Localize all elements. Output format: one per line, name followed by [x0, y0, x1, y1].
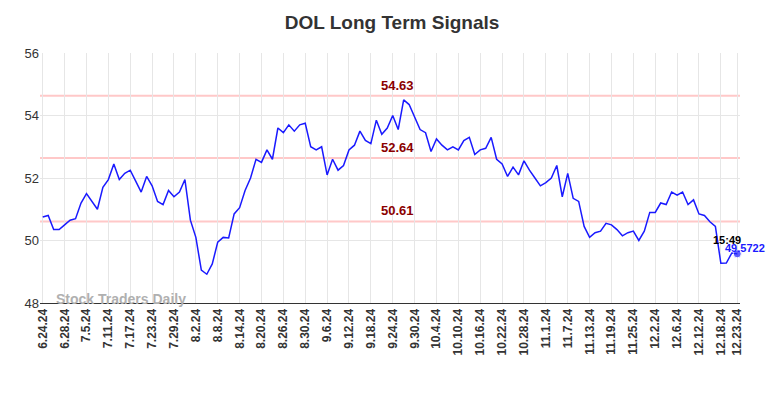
- svg-text:11.1.24: 11.1.24: [539, 308, 553, 348]
- svg-text:11.19.24: 11.19.24: [604, 308, 618, 354]
- svg-text:56: 56: [25, 46, 39, 61]
- svg-text:10.22.24: 10.22.24: [495, 308, 509, 355]
- svg-text:50: 50: [25, 233, 39, 248]
- svg-text:8.8.24: 8.8.24: [211, 308, 225, 342]
- svg-text:7.11.24: 7.11.24: [101, 308, 115, 348]
- svg-text:9.18.24: 9.18.24: [364, 308, 378, 348]
- svg-text:Stock Traders Daily: Stock Traders Daily: [56, 291, 186, 307]
- svg-text:52.64: 52.64: [381, 140, 414, 155]
- svg-text:52: 52: [25, 171, 39, 186]
- svg-text:48: 48: [25, 296, 39, 311]
- svg-text:DOL Long Term Signals: DOL Long Term Signals: [285, 12, 500, 33]
- svg-text:50.61: 50.61: [381, 203, 414, 218]
- svg-text:54.63: 54.63: [381, 78, 414, 93]
- svg-text:10.28.24: 10.28.24: [517, 308, 531, 355]
- svg-text:8.26.24: 8.26.24: [276, 308, 290, 348]
- svg-text:6.28.24: 6.28.24: [58, 308, 72, 348]
- svg-text:7.23.24: 7.23.24: [145, 308, 159, 348]
- svg-text:10.4.24: 10.4.24: [429, 308, 443, 348]
- svg-text:12.18.24: 12.18.24: [714, 308, 728, 355]
- svg-text:12.6.24: 12.6.24: [670, 308, 684, 348]
- svg-text:6.24.24: 6.24.24: [36, 308, 50, 348]
- svg-text:15:49: 15:49: [713, 234, 741, 246]
- svg-text:54: 54: [25, 108, 39, 123]
- svg-text:12.2.24: 12.2.24: [648, 308, 662, 348]
- svg-text:10.10.24: 10.10.24: [451, 308, 465, 355]
- svg-text:10.16.24: 10.16.24: [473, 308, 487, 355]
- svg-text:7.5.24: 7.5.24: [79, 308, 93, 342]
- svg-text:11.7.24: 11.7.24: [561, 308, 575, 348]
- svg-text:12.12.24: 12.12.24: [692, 308, 706, 355]
- svg-text:9.24.24: 9.24.24: [386, 308, 400, 348]
- svg-text:9.12.24: 9.12.24: [342, 308, 356, 348]
- svg-text:11.13.24: 11.13.24: [583, 308, 597, 354]
- svg-text:49.5722: 49.5722: [725, 242, 765, 254]
- svg-text:9.6.24: 9.6.24: [320, 308, 334, 342]
- svg-text:11.25.24: 11.25.24: [626, 308, 640, 354]
- svg-text:8.2.24: 8.2.24: [189, 308, 203, 342]
- svg-text:7.17.24: 7.17.24: [123, 308, 137, 348]
- svg-text:8.14.24: 8.14.24: [233, 308, 247, 348]
- svg-text:9.30.24: 9.30.24: [408, 308, 422, 348]
- svg-text:8.20.24: 8.20.24: [254, 308, 268, 348]
- svg-text:8.30.24: 8.30.24: [298, 308, 312, 348]
- svg-text:7.29.24: 7.29.24: [167, 308, 181, 348]
- svg-text:12.23.24: 12.23.24: [730, 308, 744, 355]
